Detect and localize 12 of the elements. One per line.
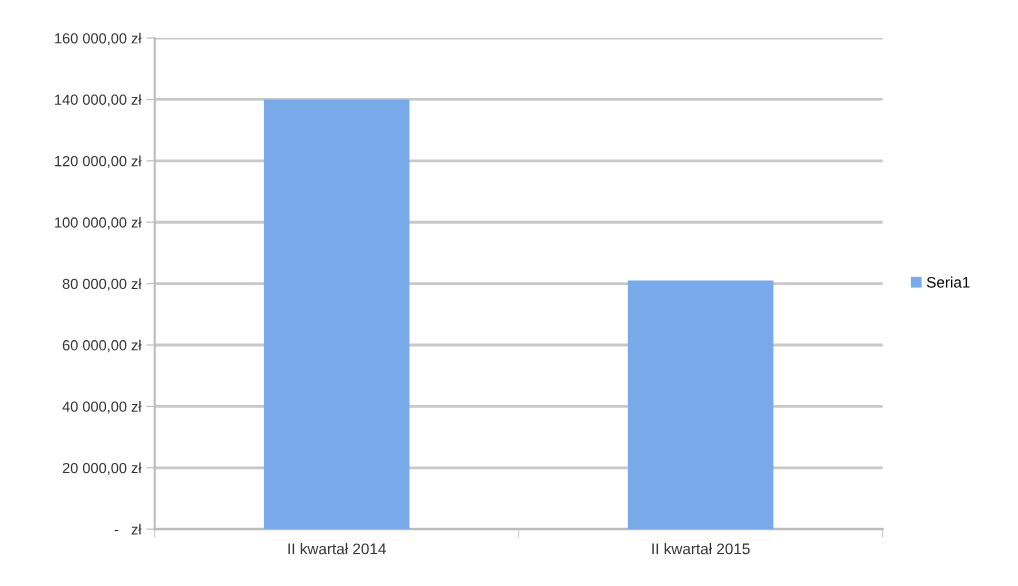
- y-tick-label: 120 000,00 zł: [55, 155, 142, 169]
- y-tick-label: 80 000,00 zł: [62, 278, 142, 291]
- x-tick-label: II kwartał 2015: [652, 543, 750, 555]
- y-tick-label: 40 000,00 zł: [62, 401, 142, 414]
- y-tick-label: 60 000,00 zł: [62, 339, 142, 353]
- legend-label: Seria1: [926, 276, 970, 288]
- y-tick-label: - zł: [114, 523, 142, 535]
- y-tick-label: 100 000,00 zł: [55, 216, 142, 230]
- y-tick-label: 20 000,00 zł: [62, 462, 142, 475]
- x-tick-label: II kwartał 2014: [288, 543, 386, 555]
- y-tick-label: 160 000,00 zł: [55, 32, 142, 46]
- y-tick-label: 140 000,00 zł: [55, 94, 142, 107]
